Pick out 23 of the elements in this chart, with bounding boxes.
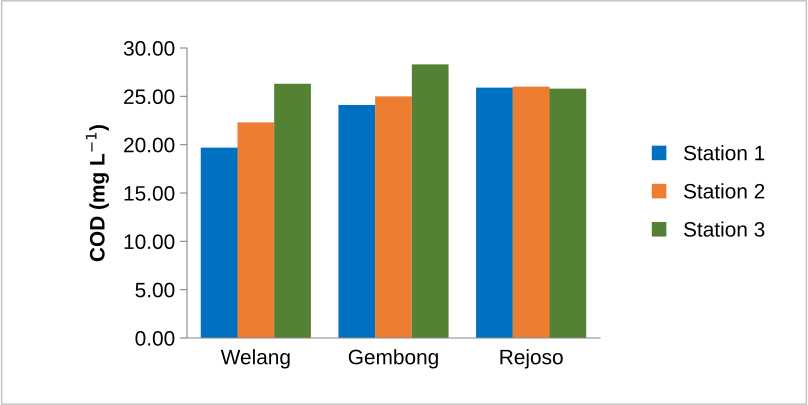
y-tick-label: 10.00 [124,234,174,250]
bar [375,96,412,338]
bar [476,88,513,338]
y-tick-label: 5.00 [135,282,174,298]
y-tick-label: 15.00 [124,186,174,201]
x-tick-label: Rejoso [500,349,563,369]
x-tick-label: Welang [220,349,290,369]
y-tick-label: 30.00 [124,41,174,56]
y-tick-label: 20.00 [124,138,174,152]
y-axis-title: COD (mg L$^{−1}$) [86,125,109,262]
y-tick-label: 25.00 [124,89,174,104]
legend-label: Station 1 [684,145,764,160]
bar [550,88,586,338]
bar [512,86,550,338]
bar [412,64,449,338]
y-tick-label: 0.00 [135,331,174,346]
bar [338,105,376,338]
legend-label: Station 2 [684,183,764,199]
bar [237,122,274,338]
legend-label: Station 3 [684,221,764,237]
bar [200,148,238,338]
x-tick-label: Gembong [348,349,438,369]
bar [274,84,311,338]
